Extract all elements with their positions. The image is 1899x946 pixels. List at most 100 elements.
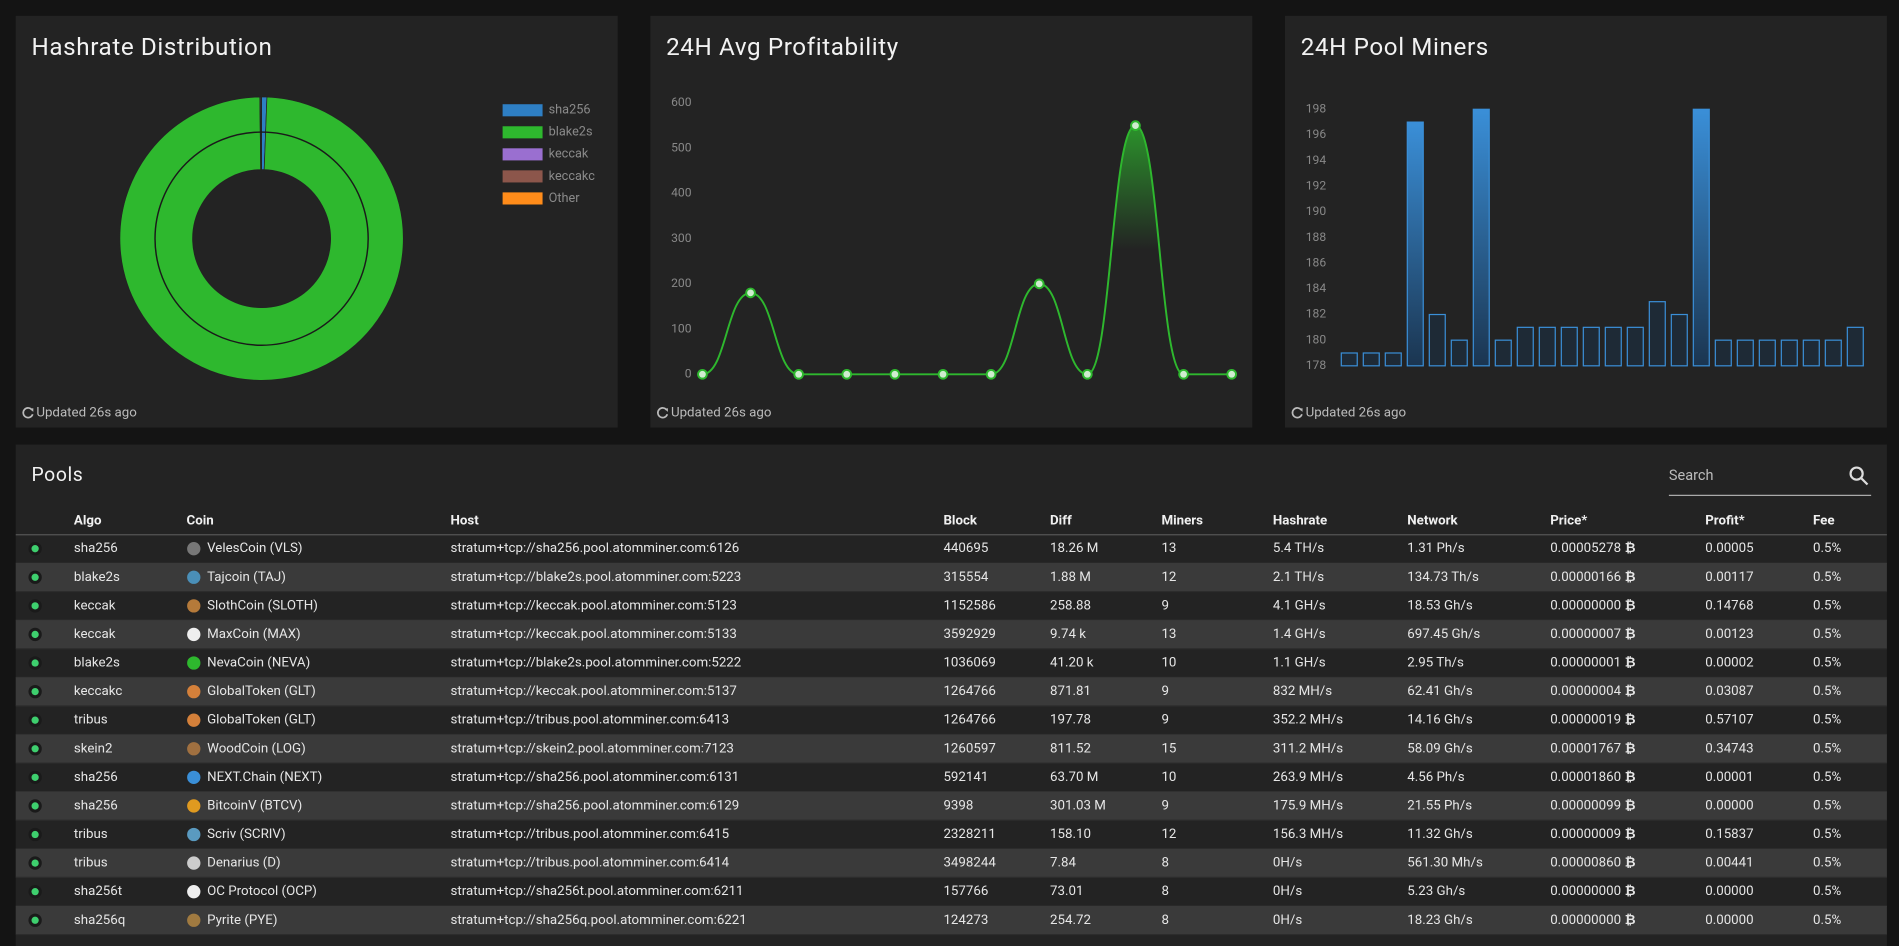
search-icon[interactable] [1849,466,1869,486]
cell: 0.5% [1813,684,1841,699]
updated-label: Updated 26s ago [1306,406,1407,421]
cell: keccak [74,598,116,613]
cell: stratum+tcp://sha256.pool.atomminer.com:… [451,798,740,813]
cell: skein2 [74,741,113,756]
cell: sha256 [74,541,118,556]
column-header: Hashrate [1273,513,1327,528]
status-dot [31,859,39,867]
cell: 0.00117 [1705,570,1753,585]
y-tick-label: 600 [671,95,692,109]
bar [1516,326,1534,367]
cell: 832 MH/s [1273,684,1332,699]
donut-slice [119,96,404,381]
y-tick-label: 180 [1306,332,1327,346]
cell: 0.00000099 [1550,798,1621,813]
bar [1582,326,1600,367]
currency-symbol: ₿ [1625,827,1636,842]
cell: 63.70 M [1050,770,1098,785]
y-tick-label: 190 [1306,204,1327,218]
cell: 4.56 Ph/s [1407,770,1464,785]
coin-icon [187,599,201,613]
line-point [889,368,901,380]
row-background [15,905,1887,935]
cell: Scriv (SCRIV) [207,827,286,842]
currency-symbol: ₿ [1625,798,1636,813]
currency-symbol: ₿ [1625,856,1636,871]
status-dot [31,573,39,581]
bar [1714,339,1732,367]
cell: 21.55 Ph/s [1407,798,1472,813]
legend-label: blake2s [549,125,593,140]
cell: tribus [74,713,108,728]
bar [1802,339,1820,367]
cell: stratum+tcp://skein2.pool.atomminer.com:… [451,741,734,756]
coin-icon [187,742,201,756]
currency-symbol: ₿ [1625,570,1636,585]
line-point [841,368,853,380]
cell: stratum+tcp://blake2s.pool.atomminer.com… [451,570,742,585]
cell: stratum+tcp://sha256q.pool.atomminer.com… [451,913,747,928]
y-tick-label: 500 [671,140,692,154]
row-background [15,734,1887,764]
cell: 0.00005278 [1550,541,1621,556]
cell: 254.72 [1050,913,1091,928]
cell: 0.00441 [1705,856,1753,871]
currency-symbol: ₿ [1625,770,1636,785]
legend-swatch [502,126,543,139]
currency-symbol: ₿ [1625,541,1636,556]
cell: 41.20 k [1050,656,1094,671]
cell: 0.5% [1813,913,1841,928]
cell: 9 [1161,598,1168,613]
cell: 12 [1161,827,1176,842]
cell: 0.5% [1813,656,1841,671]
cell: 3498244 [943,856,996,871]
currency-symbol: ₿ [1625,913,1636,928]
line-point [1178,368,1189,380]
panel-title: Hashrate Distribution [31,33,272,61]
status-dot [31,745,39,753]
cell: stratum+tcp://sha256.pool.atomminer.com:… [451,770,740,785]
cell: 2.1 TH/s [1273,570,1324,585]
cell: 1.1 GH/s [1273,656,1326,671]
cell: 9.74 k [1050,627,1086,642]
bar [1604,326,1622,367]
line-point [745,287,756,299]
cell: 5.4 TH/s [1273,541,1324,556]
cell: sha256t [74,884,122,899]
currency-symbol: ₿ [1625,627,1636,642]
cell: 0H/s [1273,913,1302,928]
cell: 18.53 Gh/s [1407,598,1473,613]
y-tick-label: 178 [1306,358,1327,372]
cell: 0.5% [1813,770,1841,785]
cell: Denarius (D) [207,856,281,871]
bar [1494,339,1512,367]
bar [1846,326,1864,367]
cell: sha256 [74,798,118,813]
bar [1824,339,1842,367]
status-dot [31,687,39,696]
refresh-icon [29,408,34,412]
cell: stratum+tcp://keccak.pool.atomminer.com:… [451,598,737,613]
status-dot [31,630,39,639]
cell: 0.5% [1813,598,1841,613]
cell: 134.73 Th/s [1407,570,1479,585]
bar [1384,352,1402,367]
cell: 0.14768 [1705,598,1753,613]
cell: 0.5% [1813,741,1841,756]
row-background [15,791,1887,821]
search-input[interactable]: Search [1669,467,1714,484]
bar [1692,108,1710,367]
cell: keccak [74,627,116,642]
bar [1626,326,1644,367]
cell: 0.5% [1813,627,1841,642]
y-tick-label: 196 [1306,127,1327,141]
cell: stratum+tcp://blake2s.pool.atomminer.com… [451,656,742,671]
column-header: Profit* [1705,513,1744,528]
cell: 0.00123 [1705,627,1753,642]
cell: 0.5% [1813,798,1841,813]
ring-divider [154,131,369,346]
cell: 8 [1161,913,1168,928]
cell: 15 [1161,741,1176,756]
row-background [15,620,1887,649]
